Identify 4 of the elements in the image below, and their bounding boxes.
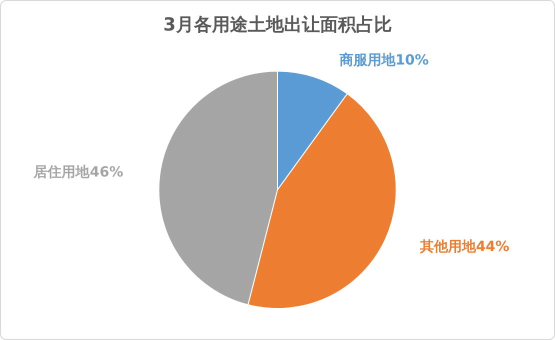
slice-label: 商服用地10% (338, 52, 429, 69)
slice-label: 居住用地46% (32, 164, 124, 180)
slice-label: 其他用地44% (418, 239, 510, 256)
chart-title: 3月各用途土地出让面积占比 (163, 14, 392, 36)
